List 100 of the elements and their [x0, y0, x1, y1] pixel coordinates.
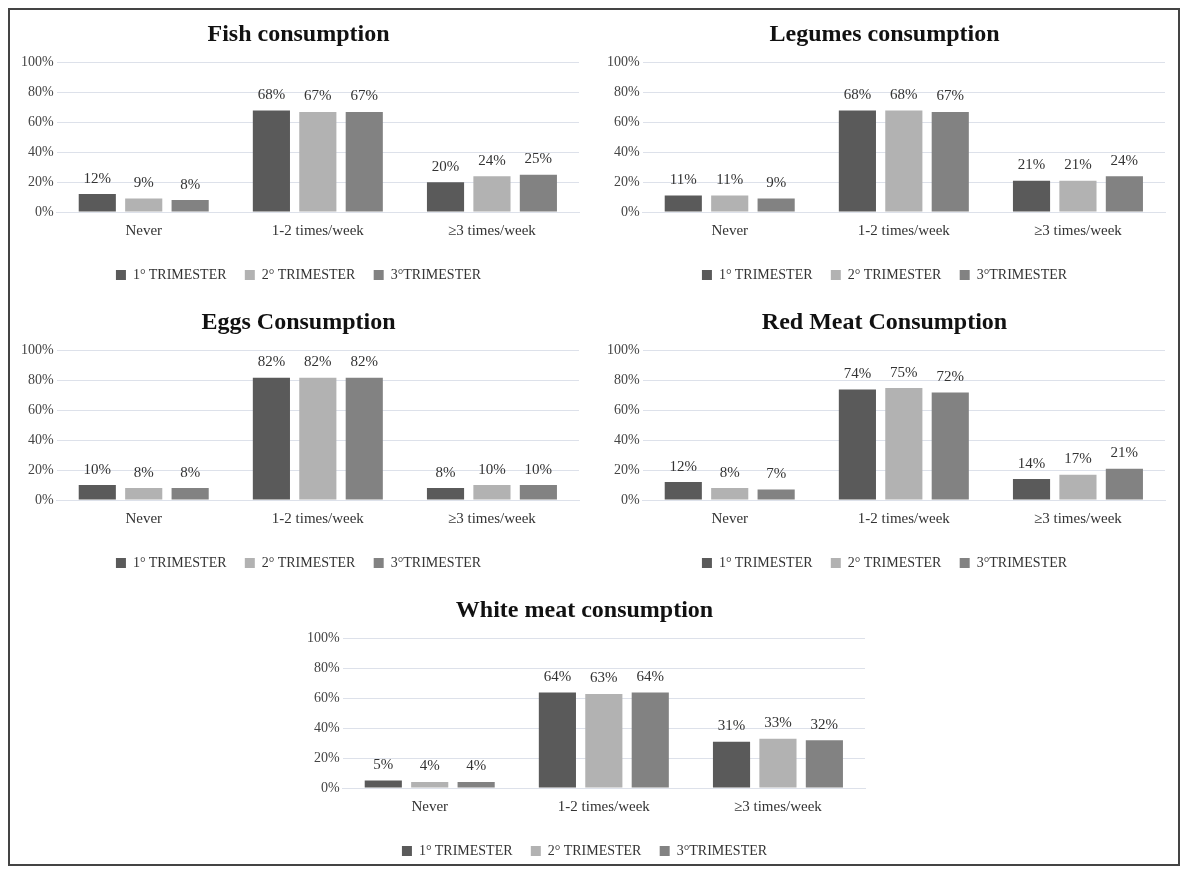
data-label: 74%: [843, 365, 872, 382]
legend-label: 1° TRIMESTER: [132, 266, 228, 282]
legend-label: 3°TRIMESTER: [390, 554, 482, 570]
legend-label: 3°TRIMESTER: [676, 842, 768, 858]
y-tick-label: 20%: [27, 173, 54, 189]
bar: [885, 388, 923, 500]
data-label: 64%: [636, 667, 665, 684]
chart-title: White meat consumption: [455, 595, 714, 622]
bar: [426, 182, 465, 212]
data-label: 8%: [719, 463, 740, 480]
y-tick-label: 60%: [27, 114, 54, 130]
bar: [664, 482, 702, 500]
y-tick-label: 80%: [27, 84, 54, 100]
y-tick-label: 40%: [27, 431, 54, 447]
data-label: 11%: [716, 171, 744, 188]
x-tick-label: 1-2 times/week: [271, 221, 365, 238]
y-tick-label: 100%: [20, 342, 54, 358]
data-label: 21%: [1017, 156, 1046, 173]
y-tick-label: 80%: [313, 660, 340, 676]
legend-label: 2° TRIMESTER: [847, 266, 943, 282]
legend-label: 2° TRIMESTER: [261, 554, 357, 570]
x-tick-label: Never: [711, 221, 749, 238]
bar: [125, 488, 163, 500]
y-tick-label: 80%: [613, 84, 640, 100]
bar: [712, 741, 751, 788]
data-label: 67%: [936, 87, 965, 104]
x-tick-label: ≥3 times/week: [1034, 509, 1123, 526]
y-tick-label: 60%: [613, 114, 640, 130]
y-tick-label: 40%: [27, 143, 54, 159]
chart-title: Fish consumption: [207, 19, 390, 46]
data-label: 12%: [669, 457, 698, 474]
data-label: 4%: [466, 757, 487, 774]
data-label: 9%: [766, 174, 787, 191]
bar: [757, 489, 795, 500]
bar: [931, 392, 969, 500]
y-tick-label: 100%: [20, 54, 54, 70]
bar: [711, 195, 749, 212]
bar: [519, 485, 557, 500]
bar: [78, 194, 116, 212]
bar: [711, 488, 749, 500]
chart-title: Red Meat Consumption: [761, 307, 1008, 334]
data-label: 31%: [717, 717, 746, 734]
x-tick-label: Never: [411, 797, 449, 814]
bar: [78, 485, 116, 500]
y-tick-label: 80%: [613, 372, 640, 388]
bar: [1012, 479, 1051, 500]
y-tick-label: 40%: [313, 719, 340, 735]
bar: [885, 110, 923, 212]
data-label: 82%: [304, 353, 332, 370]
bar: [838, 389, 876, 500]
legend-label: 1° TRIMESTER: [718, 554, 814, 570]
y-tick-label: 0%: [320, 779, 340, 795]
bar: [1012, 180, 1051, 212]
x-tick-label: 1-2 times/week: [271, 509, 365, 526]
x-tick-label: 1-2 times/week: [557, 797, 651, 814]
bar: [519, 174, 557, 212]
data-label: 8%: [435, 463, 456, 480]
data-label: 21%: [1110, 444, 1139, 461]
data-label: 7%: [766, 464, 787, 481]
data-label: 10%: [524, 460, 553, 477]
legend-label: 3°TRIMESTER: [976, 554, 1068, 570]
y-tick-label: 60%: [613, 402, 640, 418]
bar: [1059, 180, 1097, 212]
data-label: 75%: [890, 363, 918, 380]
legend-label: 1° TRIMESTER: [132, 554, 228, 570]
bar: [171, 488, 209, 500]
x-tick-label: Never: [125, 509, 163, 526]
data-label: 4%: [419, 757, 440, 774]
bar: [171, 200, 209, 212]
x-tick-label: Never: [711, 509, 749, 526]
y-tick-label: 40%: [613, 431, 640, 447]
y-tick-label: 0%: [620, 203, 640, 219]
chart-title: Legumes consumption: [769, 19, 1000, 46]
bar: [411, 782, 449, 788]
y-tick-label: 20%: [613, 461, 640, 477]
x-tick-label: ≥3 times/week: [448, 509, 537, 526]
data-label: 5%: [373, 755, 394, 772]
y-tick-label: 20%: [27, 461, 54, 477]
data-label: 82%: [350, 353, 379, 370]
data-label: 63%: [590, 669, 618, 686]
data-label: 72%: [936, 368, 965, 385]
y-tick-label: 100%: [606, 54, 640, 70]
data-label: 14%: [1017, 454, 1046, 471]
bar: [931, 112, 969, 212]
legend-label: 2° TRIMESTER: [261, 266, 357, 282]
bar: [299, 112, 337, 212]
x-tick-label: 1-2 times/week: [857, 509, 951, 526]
y-tick-label: 60%: [27, 402, 54, 418]
bar: [664, 195, 702, 212]
y-tick-label: 20%: [613, 173, 640, 189]
y-tick-label: 20%: [313, 749, 340, 765]
data-label: 33%: [764, 714, 792, 731]
data-label: 11%: [669, 171, 697, 188]
bar: [538, 692, 576, 788]
bar: [757, 198, 795, 212]
x-tick-label: ≥3 times/week: [734, 797, 823, 814]
data-label: 68%: [257, 85, 286, 102]
bar: [805, 740, 843, 788]
legend-label: 3°TRIMESTER: [390, 266, 482, 282]
data-label: 8%: [180, 463, 201, 480]
